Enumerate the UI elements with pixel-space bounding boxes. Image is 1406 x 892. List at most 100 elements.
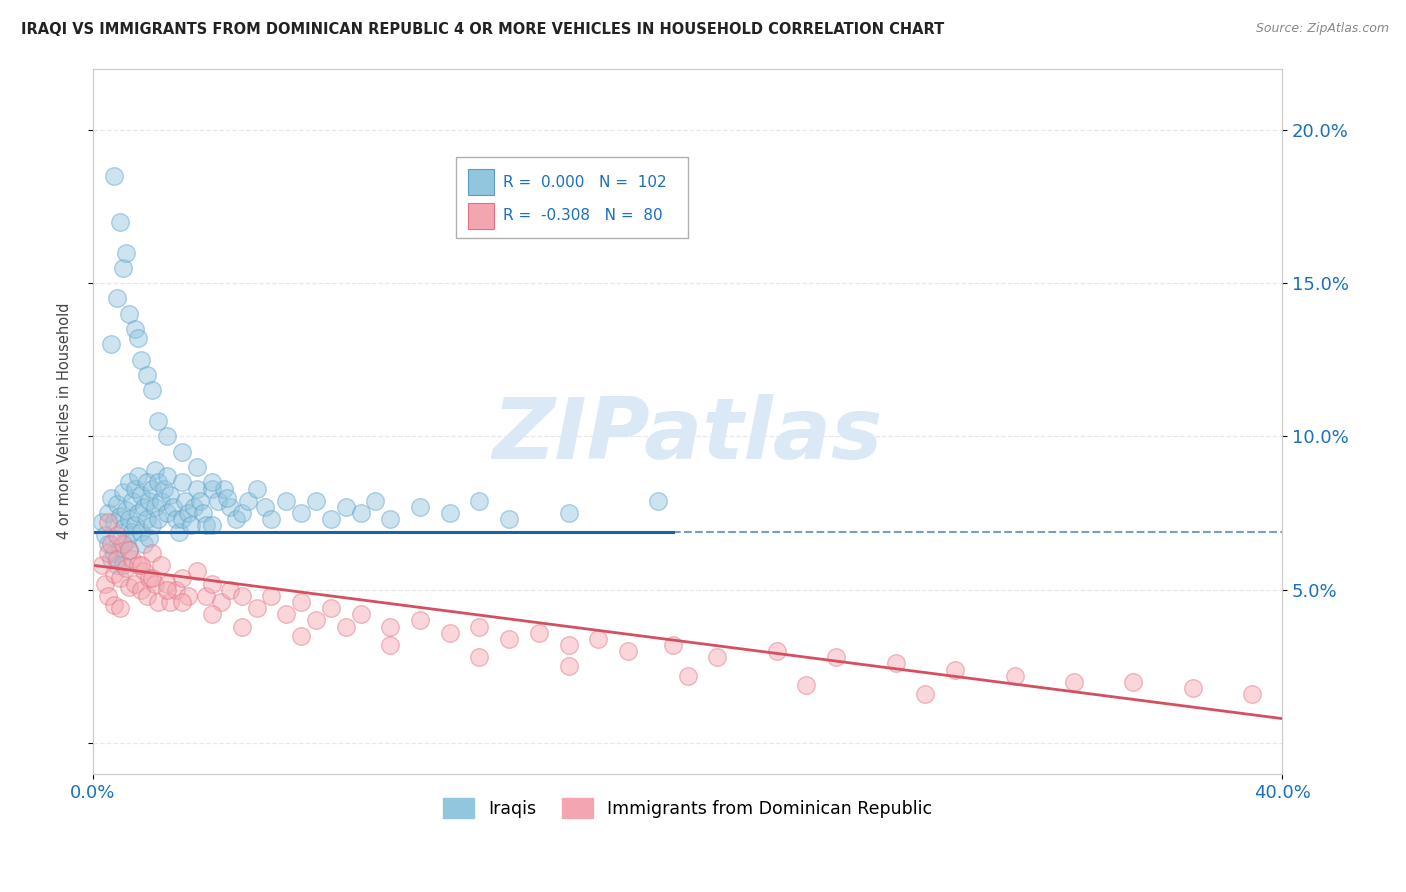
Point: [156, 506, 179, 520]
Point: [498, 632, 520, 646]
Point: [188, 494, 211, 508]
Point: [215, 491, 238, 505]
Point: [231, 619, 253, 633]
Point: [132, 500, 155, 514]
Point: [218, 500, 240, 514]
Point: [884, 657, 907, 671]
Bar: [468, 202, 494, 229]
Point: [129, 558, 152, 573]
Point: [254, 500, 277, 514]
Point: [177, 506, 200, 520]
Point: [118, 543, 141, 558]
Point: [557, 659, 579, 673]
Point: [349, 506, 371, 520]
Point: [706, 650, 728, 665]
Point: [1004, 668, 1026, 682]
Point: [201, 482, 224, 496]
Point: [108, 570, 131, 584]
Point: [103, 567, 125, 582]
Point: [319, 601, 342, 615]
Point: [290, 506, 312, 520]
Point: [765, 644, 787, 658]
Point: [498, 512, 520, 526]
Point: [172, 570, 194, 584]
Point: [135, 512, 157, 526]
Point: [260, 589, 283, 603]
Point: [201, 518, 224, 533]
Point: [105, 552, 128, 566]
Point: [97, 537, 120, 551]
Point: [439, 625, 461, 640]
Point: [148, 512, 170, 526]
Point: [335, 619, 357, 633]
Point: [183, 500, 205, 514]
Point: [124, 482, 146, 496]
Point: [409, 500, 432, 514]
Legend: Iraqis, Immigrants from Dominican Republic: Iraqis, Immigrants from Dominican Republ…: [436, 791, 939, 825]
Point: [290, 629, 312, 643]
Point: [165, 582, 187, 597]
Point: [135, 589, 157, 603]
Point: [114, 533, 136, 548]
Point: [245, 482, 267, 496]
Point: [335, 500, 357, 514]
Point: [588, 632, 610, 646]
Point: [165, 512, 187, 526]
Point: [1181, 681, 1204, 695]
Point: [676, 668, 699, 682]
Point: [172, 512, 194, 526]
Point: [305, 494, 328, 508]
Point: [191, 506, 214, 520]
Point: [121, 552, 143, 566]
Point: [290, 595, 312, 609]
Point: [103, 169, 125, 183]
Point: [103, 546, 125, 560]
Point: [124, 576, 146, 591]
Point: [94, 527, 117, 541]
Point: [231, 589, 253, 603]
Point: [111, 484, 134, 499]
Point: [209, 595, 232, 609]
Point: [201, 475, 224, 490]
Point: [100, 552, 122, 566]
Point: [156, 576, 179, 591]
Point: [97, 589, 120, 603]
Point: [159, 488, 181, 502]
Point: [111, 558, 134, 573]
Point: [276, 607, 298, 622]
Point: [245, 601, 267, 615]
Point: [276, 494, 298, 508]
Point: [105, 527, 128, 541]
Point: [100, 537, 122, 551]
Point: [141, 482, 163, 496]
Point: [914, 687, 936, 701]
Point: [100, 337, 122, 351]
Point: [194, 518, 217, 533]
Point: [105, 292, 128, 306]
Point: [212, 482, 235, 496]
Point: [225, 512, 247, 526]
Point: [97, 506, 120, 520]
Text: R =  -0.308   N =  80: R = -0.308 N = 80: [503, 209, 662, 223]
Point: [111, 521, 134, 535]
Point: [118, 307, 141, 321]
Point: [661, 638, 683, 652]
Point: [129, 524, 152, 539]
Point: [97, 516, 120, 530]
Point: [94, 576, 117, 591]
Point: [114, 245, 136, 260]
Bar: [468, 169, 494, 195]
Point: [231, 506, 253, 520]
Point: [118, 512, 141, 526]
Point: [439, 506, 461, 520]
Point: [364, 494, 387, 508]
Point: [111, 260, 134, 275]
Point: [186, 565, 208, 579]
Point: [118, 580, 141, 594]
Point: [138, 570, 160, 584]
Point: [90, 516, 112, 530]
Text: R =  0.000   N =  102: R = 0.000 N = 102: [503, 175, 666, 190]
Point: [124, 518, 146, 533]
Point: [177, 589, 200, 603]
Point: [103, 516, 125, 530]
